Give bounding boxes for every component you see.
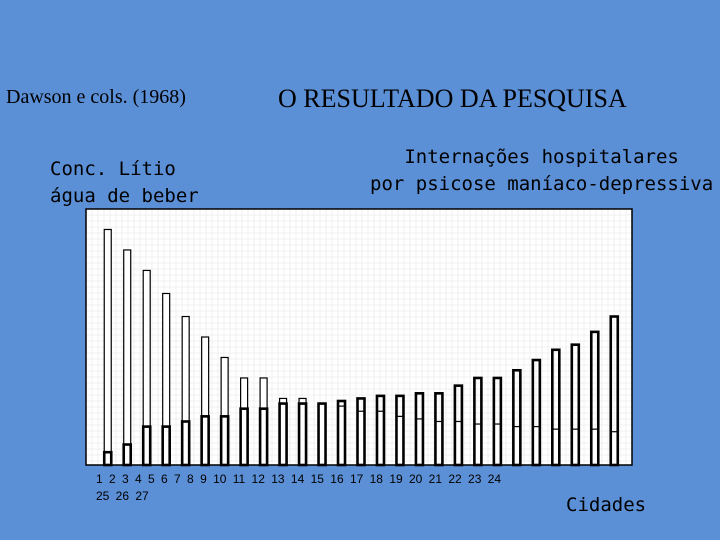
- series-label-admissions: Internações hospitalares por psicose man…: [370, 144, 713, 198]
- series-label-admissions-line1: Internações hospitalares: [404, 146, 679, 168]
- series-label-lithium-line1: Conc. Lítio: [50, 158, 176, 180]
- plot-frame: [85, 208, 633, 466]
- x-axis-label: Cidades: [566, 494, 647, 516]
- series-label-admissions-line2: por psicose maníaco-depressiva: [370, 173, 714, 195]
- x-tick-labels-row2: 25 26 27: [96, 489, 149, 503]
- page-title: O RESULTADO DA PESQUISA: [278, 84, 627, 113]
- subtitle-left: Dawson e cols. (1968): [6, 86, 186, 108]
- bar-lithium-2: [123, 249, 132, 466]
- series-label-lithium: Conc. Lítio água de beber: [50, 156, 199, 210]
- series-label-lithium-line2: água de beber: [50, 185, 199, 207]
- x-tick-labels-row1: 1 2 3 4 5 6 7 8 9 10 11 12 13 14 15 16 1…: [96, 472, 502, 486]
- bar-lithium-1: [103, 228, 112, 466]
